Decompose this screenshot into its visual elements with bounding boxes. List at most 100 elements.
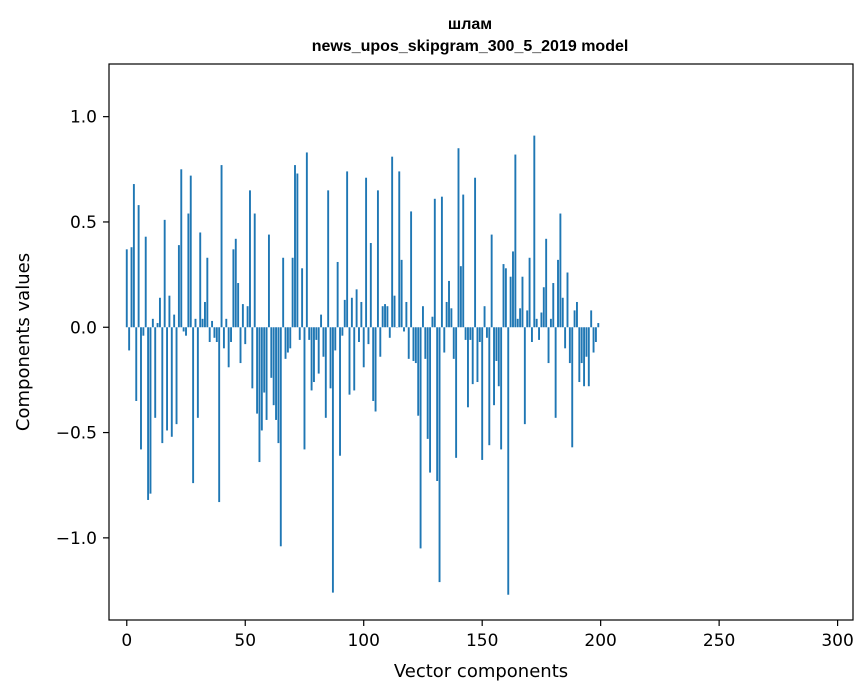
bar-55 [256,327,259,414]
bar-126 [424,327,427,359]
x-tick-label: 200 [584,631,616,651]
bar-110 [386,306,389,328]
bar-182 [557,259,559,328]
bar-47 [237,283,240,328]
bar-173 [535,318,538,328]
x-tick-label: 150 [466,631,498,651]
bar-3 [132,184,135,328]
bar-78 [310,327,313,391]
bar-163 [512,251,514,328]
bar-0 [125,249,128,328]
bar-43 [227,327,230,368]
bar-4 [135,327,138,401]
bar-104 [372,327,375,401]
bar-42 [225,318,228,328]
bar-111 [388,327,391,338]
bar-194 [585,327,588,357]
bar-46 [234,238,237,328]
bar-70 [291,257,294,328]
bar-133 [440,196,443,328]
bar-122 [414,327,417,364]
x-tick-label: 50 [234,631,256,651]
bar-152 [485,327,488,338]
bar-44 [230,327,232,342]
bar-148 [476,327,479,383]
bar-81 [317,327,320,374]
bar-105 [374,327,377,412]
bar-155 [493,327,495,406]
bar-94 [348,327,351,395]
bar-88 [334,327,337,351]
bar-129 [431,316,434,328]
bar-156 [495,327,498,361]
bar-178 [547,327,550,364]
bar-62 [272,327,275,406]
bar-103 [369,243,372,328]
bar-196 [590,310,593,328]
bar-106 [376,190,379,328]
bar-15 [161,327,164,444]
bar-143 [464,327,467,340]
bar-73 [298,327,301,340]
bar-8 [144,236,147,328]
bar-92 [343,299,346,328]
bar-12 [154,327,157,418]
bar-36 [211,320,214,328]
bar-51 [246,306,249,328]
bar-22 [177,245,180,328]
bar-19 [170,327,173,437]
y-axis-label: Components values [13,253,34,431]
bar-91 [341,327,344,336]
bar-161 [507,327,510,595]
bar-97 [355,289,358,328]
bar-77 [308,327,311,340]
bar-41 [222,327,225,349]
bar-137 [450,308,453,328]
bar-7 [142,327,145,336]
bar-108 [381,306,384,328]
bar-175 [540,312,543,328]
bar-16 [163,219,166,328]
bar-140 [457,148,460,328]
bar-50 [244,327,247,345]
x-tick-label: 300 [821,631,853,651]
bar-112 [391,156,394,328]
bar-37 [213,327,216,338]
bar-109 [384,304,386,328]
bar-165 [516,318,519,328]
bar-164 [514,154,517,328]
bar-64 [277,327,280,444]
bar-65 [279,327,282,547]
bar-96 [353,327,356,391]
bar-27 [189,175,192,328]
bar-116 [400,259,403,328]
bar-56 [258,327,261,463]
bar-99 [360,301,363,328]
x-tick-label: 100 [347,631,379,651]
bar-130 [433,198,436,328]
bar-168 [523,327,526,425]
bar-191 [578,327,581,383]
bar-119 [407,327,410,359]
bar-38 [215,327,218,342]
bar-138 [452,327,455,359]
bar-61 [270,327,273,378]
bar-98 [358,327,360,342]
bar-132 [438,327,441,583]
bar-53 [251,327,254,389]
bar-59 [265,327,268,420]
bar-120 [410,211,413,328]
bar-166 [519,308,522,328]
y-tick-label: 0.0 [70,318,97,338]
bar-147 [474,177,477,328]
bar-146 [471,327,474,385]
bar-79 [313,327,315,383]
bar-101 [365,177,368,328]
bar-162 [509,276,512,328]
bar-26 [187,213,190,328]
bar-121 [412,327,415,361]
bar-197 [592,327,595,353]
bar-76 [305,152,308,328]
bar-69 [289,327,292,349]
